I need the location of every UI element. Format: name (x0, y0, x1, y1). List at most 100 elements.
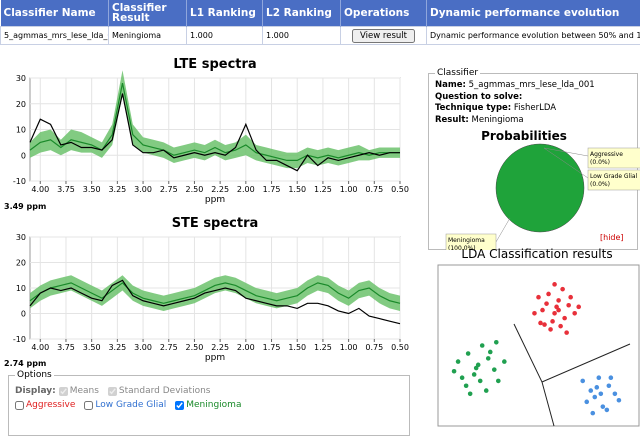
scatter-point (552, 311, 557, 316)
x-tick-label: 1.50 (288, 185, 306, 194)
y-tick-label: 20 (16, 259, 26, 268)
scatter-point (584, 400, 589, 405)
x-tick-label: 0.75 (365, 185, 383, 194)
scatter-point (564, 330, 569, 335)
scatter-point (588, 388, 593, 393)
checkbox-label: Means (70, 386, 99, 396)
cell: View result (341, 27, 427, 45)
slice-value: (0.0%) (590, 181, 610, 188)
x-tick-label: 3.00 (134, 185, 152, 194)
scatter-point (546, 292, 551, 297)
checkbox: Standard Deviations (108, 386, 211, 396)
x-tick-label: 2.50 (186, 185, 204, 194)
scatter-point (601, 404, 606, 409)
options-legend: Options (15, 370, 54, 380)
x-tick-label: 3.50 (83, 185, 101, 194)
x-axis-label: ppm (205, 195, 225, 205)
view-result-button[interactable]: View result (352, 29, 415, 43)
x-tick-label: 3.25 (108, 343, 126, 352)
cell: 1.000 (263, 27, 341, 45)
x-tick-label: 3.25 (108, 185, 126, 194)
column-header: Operations (341, 0, 427, 27)
x-tick-label: 2.25 (211, 343, 229, 352)
scatter-point (456, 359, 461, 364)
checkbox: Means (59, 386, 99, 396)
scatter-point (590, 411, 595, 416)
y-tick-label: 30 (16, 233, 26, 242)
checkbox: Low Grade Glial (84, 400, 166, 410)
slice-label: Meningioma (448, 237, 485, 244)
x-tick-label: 1.50 (288, 343, 306, 352)
info-label: Name: (435, 80, 466, 90)
x-tick-label: 2.00 (237, 343, 255, 352)
scatter-point (466, 351, 471, 356)
scatter-point (566, 303, 571, 308)
info-line: Result: Meningioma (435, 115, 631, 127)
checkbox-input[interactable] (175, 401, 184, 410)
scatter-point (460, 375, 465, 380)
info-value: Meningioma (472, 115, 524, 125)
data-row: 5_agmmas_mrs_lese_lda_001Meningioma 1.000… (1, 27, 640, 45)
slice-label: Low Grade Glial (590, 173, 638, 180)
column-header: Classifier Result (109, 0, 187, 27)
cell: Meningioma (109, 27, 187, 45)
scatter-point (536, 295, 541, 300)
plot-area (438, 265, 639, 426)
scatter-point (613, 392, 618, 397)
scatter-point (580, 379, 585, 384)
page: body{margin:0;width:640px;height:427px;o… (0, 0, 640, 427)
y-tick-label: 10 (16, 126, 26, 135)
scatter-point (609, 375, 614, 380)
scatter-point (560, 287, 565, 292)
x-axis-label: ppm (205, 353, 225, 363)
y-tick-label: 20 (16, 100, 26, 109)
scatter-point (468, 392, 473, 397)
scatter-point (576, 305, 581, 310)
checkbox-label: Standard Deviations (119, 386, 211, 396)
scatter-point (452, 369, 457, 374)
y-tick-label: -10 (13, 177, 26, 186)
scatter-point (488, 350, 493, 355)
checkbox-input (59, 387, 68, 396)
chart-title: STE spectra (172, 216, 259, 231)
scatter-point (480, 343, 485, 348)
x-tick-label: 2.50 (186, 343, 204, 352)
y-tick-label: 0 (21, 151, 26, 160)
info-label: Technique type: (435, 103, 511, 113)
info-line: Name: 5_agmmas_mrs_lese_lda_001 (435, 80, 631, 92)
column-header: L1 Ranking (187, 0, 263, 27)
hide-link[interactable]: [hide] (600, 233, 624, 242)
checkbox-input[interactable] (15, 401, 24, 410)
info-value: 5_agmmas_mrs_lese_lda_001 (469, 80, 595, 90)
checkbox-input[interactable] (84, 401, 93, 410)
x-tick-label: 1.25 (314, 185, 332, 194)
checkbox-input (108, 387, 117, 396)
y-tick-label: -10 (13, 335, 26, 344)
pie-title: Probabilities (481, 129, 567, 143)
classifier-legend: Classifier (435, 68, 480, 78)
x-tick-label: 3.00 (134, 343, 152, 352)
scatter-point (540, 308, 545, 313)
checkbox: Meningioma (175, 400, 241, 410)
leader-line (496, 218, 510, 242)
scatter-point (607, 383, 612, 388)
scatter-point (502, 359, 507, 364)
scatter-point (464, 383, 469, 388)
x-tick-label: 0.50 (391, 343, 409, 352)
lda-chart: LDA Classification results (434, 244, 640, 427)
cell: 5_agmmas_mrs_lese_lda_001 (1, 27, 109, 45)
y-tick-label: 30 (16, 74, 26, 83)
x-tick-label: 2.75 (160, 185, 178, 194)
scatter-point (484, 388, 489, 393)
lda-title: LDA Classification results (461, 247, 612, 261)
x-tick-label: 1.00 (340, 185, 358, 194)
scatter-point (556, 298, 561, 303)
x-tick-label: 1.25 (314, 343, 332, 352)
scatter-point (562, 316, 567, 321)
